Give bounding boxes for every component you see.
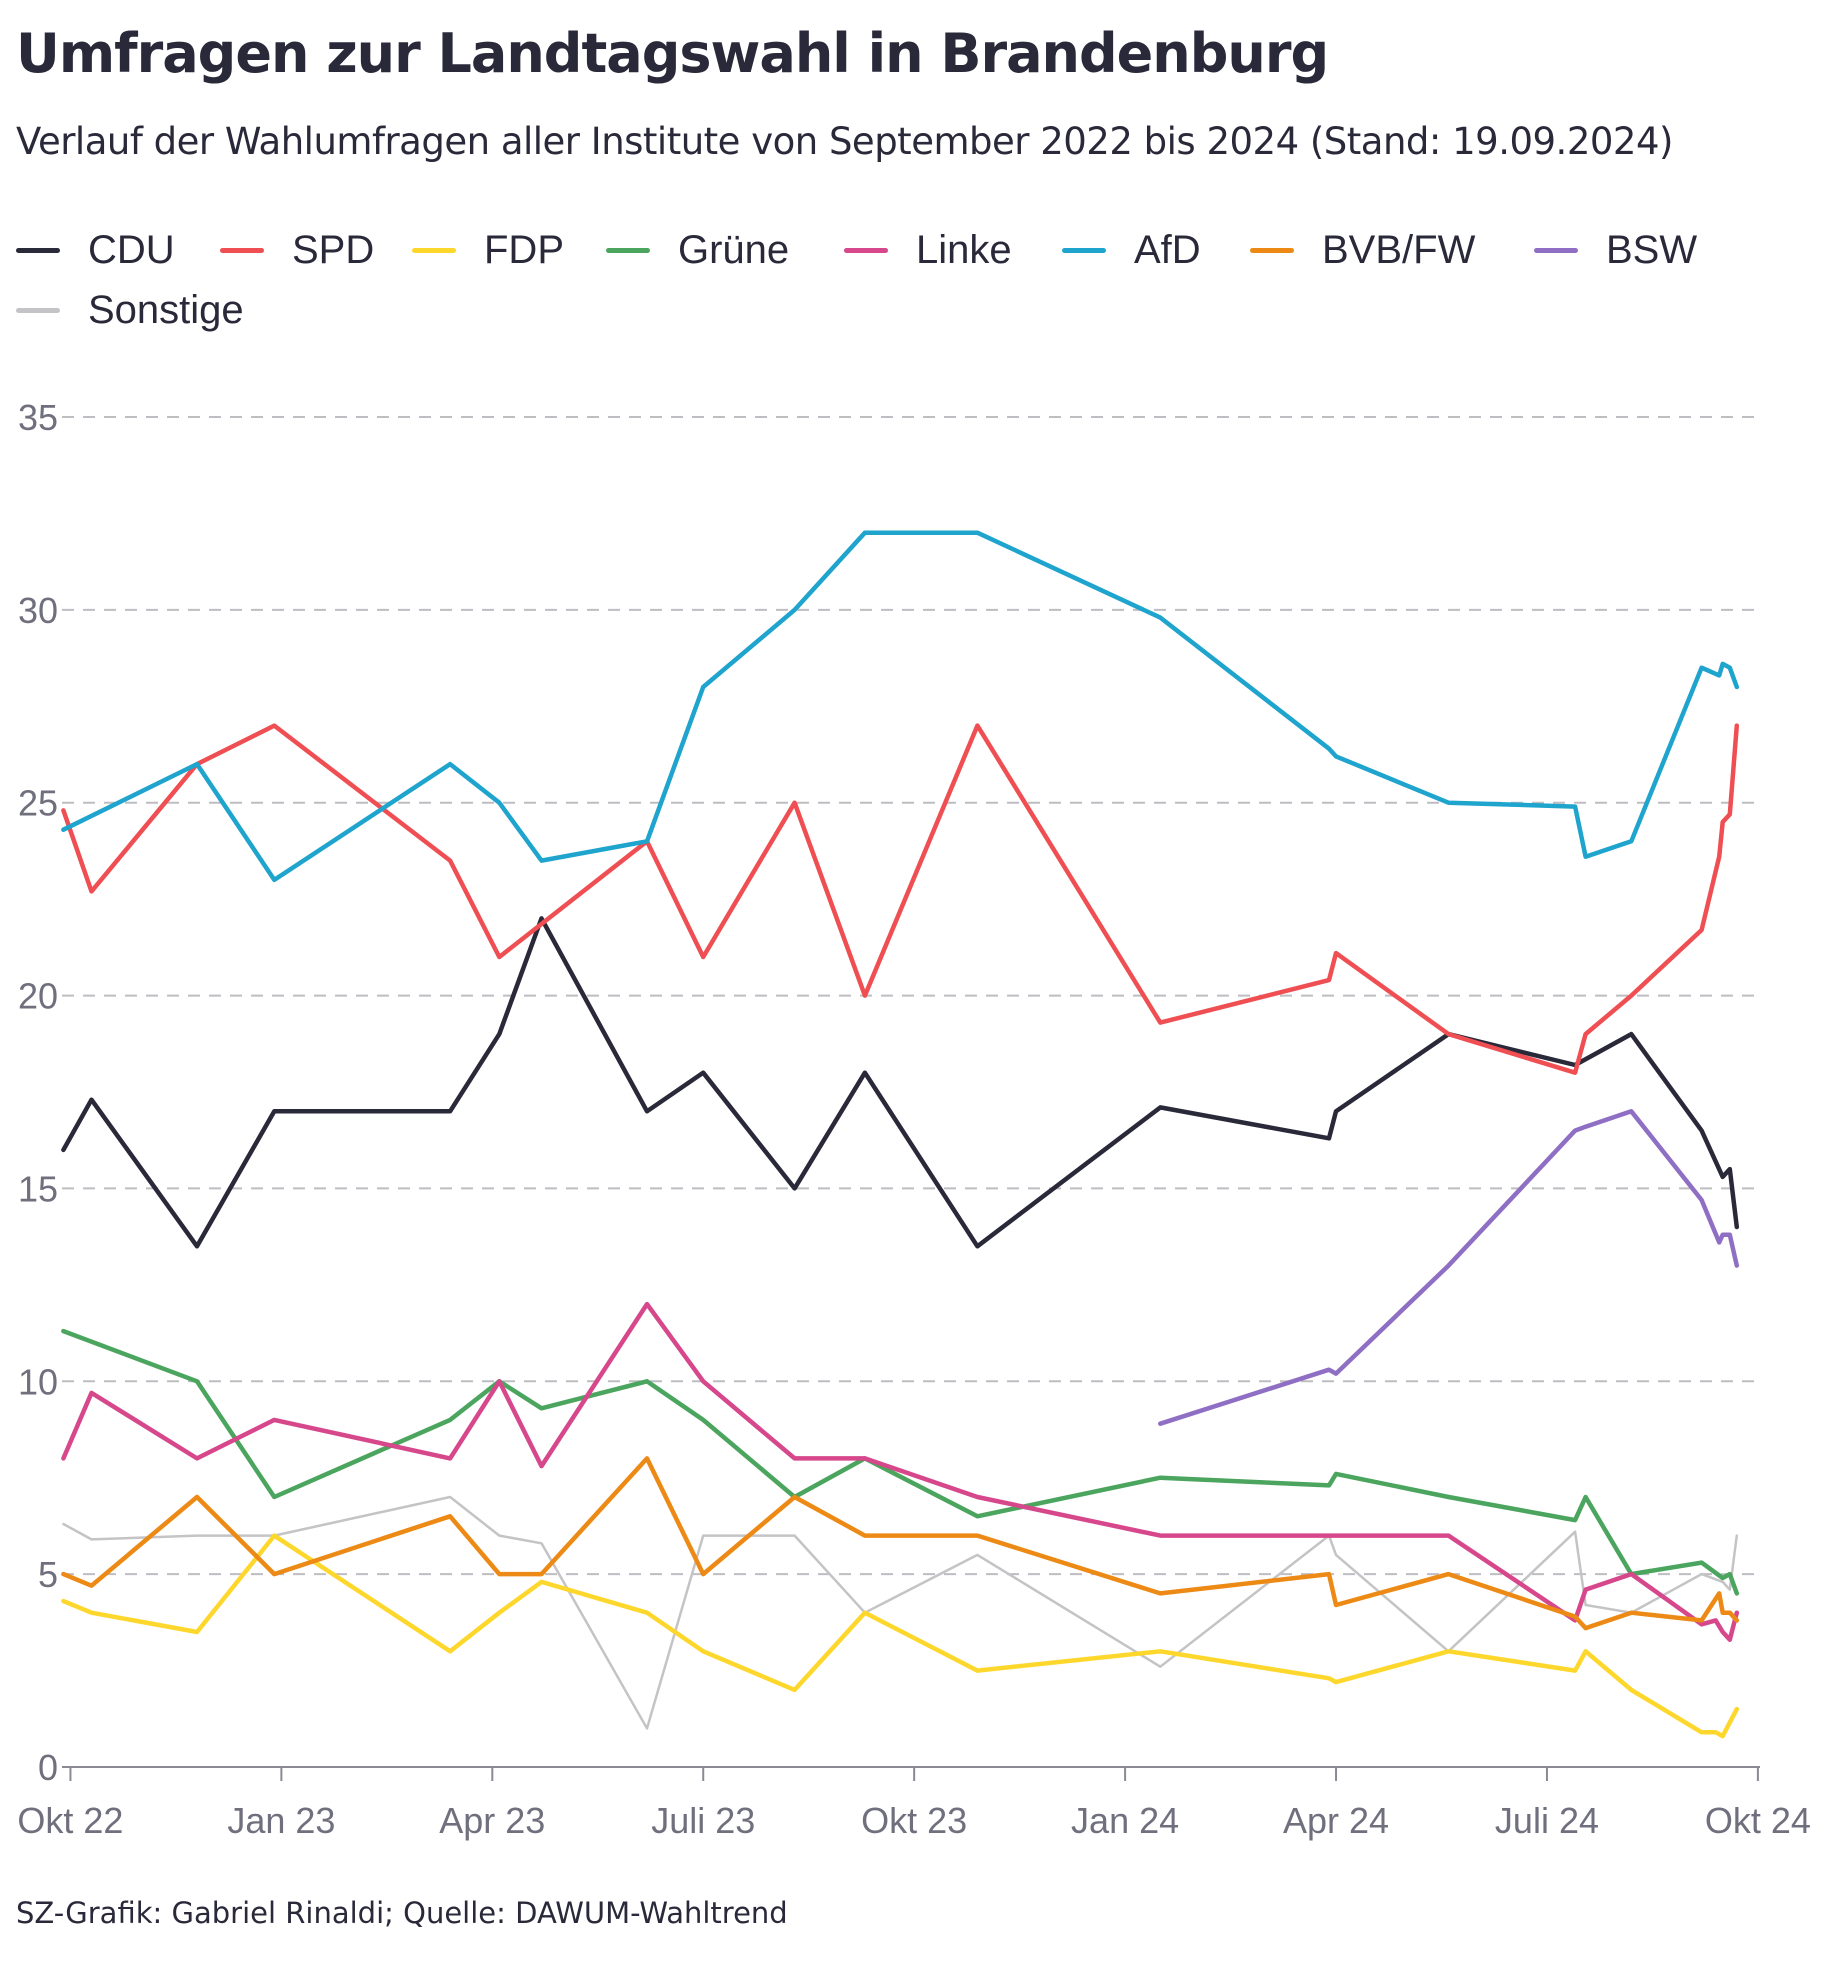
series-line-bvb-fw: [61, 1456, 1740, 1631]
legend-label: Linke: [916, 227, 1012, 272]
y-tick-label: 10: [18, 1361, 58, 1402]
legend-item: BVB/FW: [1250, 225, 1475, 275]
legend-item: SPD: [220, 225, 374, 275]
series-line-spd: [61, 723, 1740, 1075]
source-note: SZ-Grafik: Gabriel Rinaldi; Quelle: DAWU…: [16, 1896, 788, 1930]
series-lines: [61, 530, 1740, 1739]
legend-swatch: [220, 247, 264, 253]
series-line-afd: [61, 530, 1740, 883]
y-tick-label: 35: [18, 397, 58, 438]
x-tick-label: Apr 23: [439, 1800, 545, 1841]
legend-item: FDP: [412, 225, 564, 275]
legend-label: AfD: [1134, 227, 1201, 272]
legend-swatch: [1534, 247, 1578, 253]
series-line-grüne: [61, 1328, 1740, 1596]
x-tick-label: Juli 24: [1495, 1800, 1599, 1841]
series-line-cdu: [61, 916, 1740, 1249]
gridlines: [62, 416, 1760, 1576]
legend-item: BSW: [1534, 225, 1697, 275]
x-tick-label: Jan 23: [227, 1800, 335, 1841]
series-line-sonstige: [62, 1495, 1739, 1730]
x-tick-label: Okt 22: [17, 1800, 123, 1841]
legend-swatch: [1062, 247, 1106, 253]
legend-item: AfD: [1062, 225, 1201, 275]
legend-label: BVB/FW: [1322, 227, 1476, 272]
legend-swatch: [606, 247, 650, 253]
legend-swatch: [16, 247, 60, 253]
chart-subtitle: Verlauf der Wahlumfragen aller Institute…: [16, 120, 1673, 163]
y-tick-label: 5: [38, 1554, 58, 1595]
legend-swatch: [844, 247, 888, 253]
x-tick-label: Jan 24: [1071, 1800, 1179, 1841]
y-tick-label: 20: [18, 976, 58, 1017]
legend-swatch: [1250, 247, 1294, 253]
legend-swatch: [16, 307, 60, 313]
axes: 0 5 10 15 20 25 30 35 Okt 22 Jan 23 Apr 23 Juli 23 O…: [17, 397, 1811, 1841]
chart-title: Umfragen zur Landtagswahl in Brandenburg: [16, 22, 1329, 85]
legend-label: BSW: [1606, 227, 1698, 272]
legend-label: FDP: [484, 227, 564, 272]
y-tick-label: 15: [18, 1168, 58, 1209]
legend-label: Grüne: [678, 227, 790, 272]
series-line-linke: [61, 1301, 1740, 1642]
x-tick-label: Juli 23: [651, 1800, 755, 1841]
legend-label: SPD: [292, 227, 375, 272]
legend-swatch: [412, 247, 456, 253]
legend-item: Grüne: [606, 225, 789, 275]
y-tick-label: 30: [18, 590, 58, 631]
y-tick-label: 25: [18, 783, 58, 824]
x-tick-label: Apr 24: [1283, 1800, 1389, 1841]
x-tick-label: Okt 24: [1705, 1800, 1811, 1841]
x-tick-label: Okt 23: [861, 1800, 967, 1841]
series-line-bsw: [1158, 1109, 1740, 1426]
series-line-fdp: [61, 1533, 1740, 1739]
y-tick-label: 0: [38, 1747, 58, 1788]
legend-item: Sonstige: [16, 285, 244, 335]
legend-item: Linke: [844, 225, 1012, 275]
legend-item: CDU: [16, 225, 175, 275]
legend-label: Sonstige: [88, 287, 244, 332]
legend-label: CDU: [88, 227, 175, 272]
